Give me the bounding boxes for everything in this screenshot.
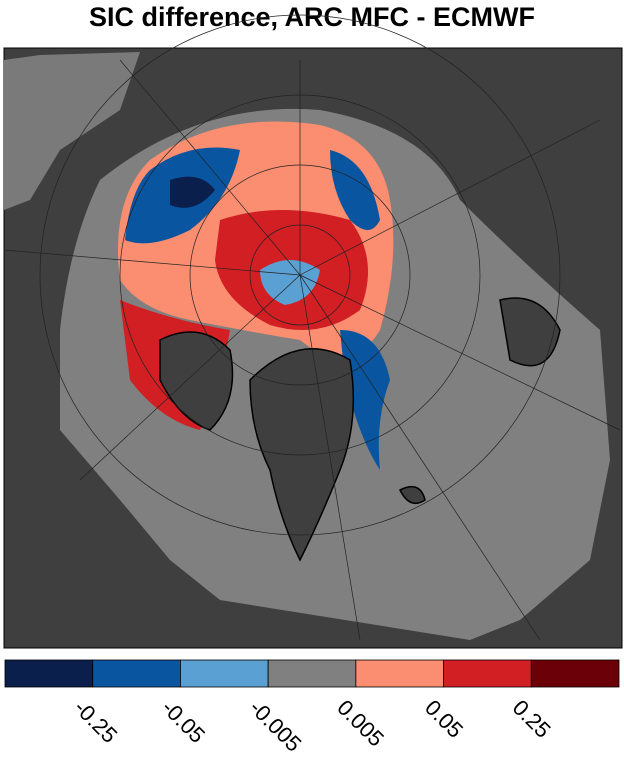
- colorbar-tick-label: 0.25: [508, 695, 556, 743]
- colorbar-tick-label: -0.25: [69, 695, 122, 748]
- colorbar-box: [92, 659, 181, 688]
- map: [3, 14, 623, 649]
- land: [159, 331, 234, 431]
- map-title: SIC difference, ARC MFC - ECMWF: [89, 2, 535, 32]
- colorbar-tick-label: 0.05: [420, 695, 468, 743]
- colorbar-box: [180, 659, 269, 688]
- colorbar: -0.25 -0.05 -0.005 0.005 0.05 0.25: [4, 659, 620, 757]
- colorbar-box: [355, 659, 444, 688]
- land: [499, 297, 561, 367]
- colorbar-box: [267, 659, 357, 688]
- colorbar-tick-label: -0.05: [157, 695, 210, 748]
- sea-ice-area: [330, 150, 380, 230]
- sea-ice-area: [260, 260, 320, 305]
- sea-ice-area: [340, 330, 390, 470]
- colorbar-box: [4, 659, 94, 688]
- land: [249, 348, 355, 562]
- colorbar-tick-label: -0.005: [245, 695, 307, 757]
- land: [398, 485, 426, 505]
- ocean: [4, 52, 140, 210]
- sea-ice-area: [170, 176, 215, 208]
- colorbar-tick-label: 0.005: [332, 695, 389, 752]
- colorbar-box: [443, 659, 532, 688]
- graticule: [3, 14, 621, 641]
- colorbar-box: [530, 659, 620, 688]
